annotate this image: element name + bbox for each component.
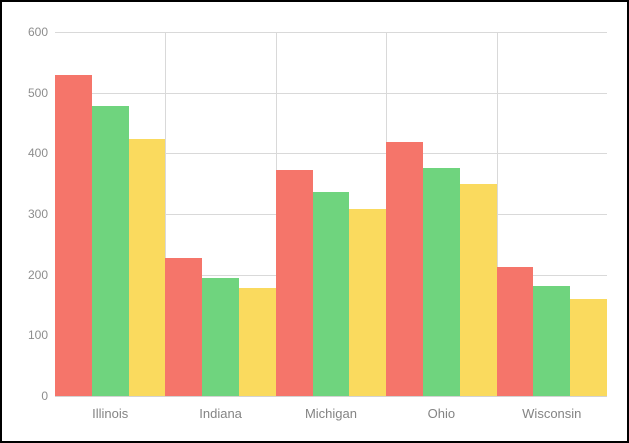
bar-indiana-series-3[interactable] xyxy=(239,288,276,396)
bar-ohio-series-2[interactable] xyxy=(423,167,460,396)
x-gridline xyxy=(496,32,498,396)
x-axis-category-label: Michigan xyxy=(304,406,357,421)
bar-ohio-series-3[interactable] xyxy=(459,183,497,396)
bar-michigan-series-1[interactable] xyxy=(275,170,313,396)
y-axis-tick-label: 100 xyxy=(27,328,48,343)
x-axis-category-label: Indiana xyxy=(199,406,242,421)
bar-wisconsin-series-2[interactable] xyxy=(533,286,571,396)
x-gridline xyxy=(165,32,167,396)
y-gridline xyxy=(55,396,607,397)
bar-illinois-series-3[interactable] xyxy=(128,138,166,396)
bar-indiana-series-2[interactable] xyxy=(202,277,239,396)
bar-wisconsin-series-1[interactable] xyxy=(496,266,534,396)
bar-ohio-series-1[interactable] xyxy=(386,142,423,396)
y-axis-tick-label: 0 xyxy=(41,389,48,403)
y-axis-tick-label: 600 xyxy=(27,25,48,39)
y-axis-tick-label: 200 xyxy=(27,267,48,282)
bar-michigan-series-3[interactable] xyxy=(349,209,387,396)
bar-michigan-series-2[interactable] xyxy=(312,191,350,396)
y-gridline xyxy=(55,32,607,33)
x-axis-category-label: Ohio xyxy=(427,406,456,421)
bar-wisconsin-series-3[interactable] xyxy=(570,298,607,396)
bar-indiana-series-1[interactable] xyxy=(165,257,203,396)
y-axis-tick-label: 400 xyxy=(27,146,48,161)
bar-illinois-series-2[interactable] xyxy=(91,106,129,396)
y-axis-tick-label: 300 xyxy=(27,207,48,221)
x-axis-category-label: Illinois xyxy=(92,406,129,421)
x-axis-category-label: Wisconsin xyxy=(522,406,582,421)
y-gridline xyxy=(55,92,607,94)
y-gridline xyxy=(55,153,607,155)
bar-illinois-series-1[interactable] xyxy=(55,74,92,396)
y-axis-tick-label: 500 xyxy=(27,85,48,100)
